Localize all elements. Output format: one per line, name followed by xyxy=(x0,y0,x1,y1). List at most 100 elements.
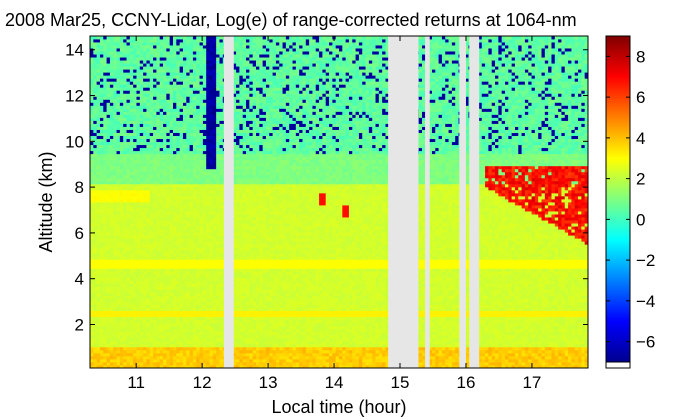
heatmap-cell xyxy=(136,144,141,149)
heatmap-cell xyxy=(173,328,177,333)
heatmap-cell xyxy=(236,364,240,369)
heatmap-cell xyxy=(159,274,164,278)
heatmap-cell xyxy=(163,141,167,146)
heatmap-cell xyxy=(202,51,207,55)
heatmap-cell xyxy=(212,135,217,140)
heatmap-cell xyxy=(156,39,161,43)
heatmap-cell xyxy=(219,75,224,79)
heatmap-cell xyxy=(199,96,204,100)
heatmap-cell xyxy=(93,298,98,302)
heatmap-cell xyxy=(192,277,197,281)
heatmap-cell xyxy=(116,211,121,215)
heatmap-cell xyxy=(206,301,210,306)
heatmap-cell xyxy=(119,102,124,106)
heatmap-cell xyxy=(236,162,240,167)
heatmap-cell xyxy=(126,289,131,293)
heatmap-cell xyxy=(103,253,107,257)
heatmap-cell xyxy=(192,186,197,191)
heatmap-cell xyxy=(156,63,161,67)
heatmap-cell xyxy=(166,349,171,354)
heatmap-cell xyxy=(99,81,104,85)
heatmap-cell xyxy=(199,289,204,293)
heatmap-cell xyxy=(139,123,144,127)
heatmap-cell xyxy=(143,274,147,278)
heatmap-cell xyxy=(153,66,157,70)
heatmap-cell xyxy=(236,120,240,124)
heatmap-cell xyxy=(123,208,127,212)
heatmap-cell xyxy=(166,195,171,200)
heatmap-cell xyxy=(216,69,220,73)
heatmap-cell xyxy=(186,63,190,67)
heatmap-cell xyxy=(206,223,210,227)
heatmap-cell xyxy=(173,307,177,312)
heatmap-cell xyxy=(176,349,181,354)
heatmap-cell xyxy=(176,331,181,336)
heatmap-cell xyxy=(163,87,167,91)
heatmap-cell xyxy=(176,340,181,345)
heatmap-cell xyxy=(182,39,187,43)
heatmap-cell xyxy=(186,328,190,333)
heatmap-cell xyxy=(176,51,181,55)
heatmap-cell xyxy=(133,51,137,55)
heatmap-cell xyxy=(113,54,117,58)
heatmap-cell xyxy=(212,208,217,212)
heatmap-cell xyxy=(232,153,237,158)
heatmap-cell xyxy=(119,217,124,221)
heatmap-cell xyxy=(159,36,164,40)
heatmap-cell xyxy=(129,277,134,281)
heatmap-cell xyxy=(182,217,187,221)
heatmap-cell xyxy=(192,214,197,218)
heatmap-cell xyxy=(159,325,164,330)
heatmap-cell xyxy=(103,198,107,203)
heatmap-cell xyxy=(90,241,94,245)
heatmap-cell xyxy=(202,126,207,130)
heatmap-cell xyxy=(186,232,190,236)
heatmap-cell xyxy=(103,301,107,306)
heatmap-cell xyxy=(133,180,137,185)
heatmap-cell xyxy=(182,48,187,52)
heatmap-cell xyxy=(99,156,104,161)
heatmap-cell xyxy=(179,189,184,194)
heatmap-cell xyxy=(139,241,144,245)
heatmap-cell xyxy=(206,259,210,263)
heatmap-cell xyxy=(153,217,157,221)
heatmap-cell xyxy=(216,358,220,363)
heatmap-cell xyxy=(133,198,137,203)
heatmap-cell xyxy=(109,256,114,260)
heatmap-cell xyxy=(123,171,127,176)
heatmap-cell xyxy=(212,150,217,155)
heatmap-cell xyxy=(176,259,181,263)
heatmap-cell xyxy=(179,93,184,97)
heatmap-cell xyxy=(123,238,127,242)
heatmap-cell xyxy=(159,208,164,212)
heatmap-cell xyxy=(116,301,121,306)
heatmap-cell xyxy=(96,144,101,149)
heatmap-cell xyxy=(166,208,171,212)
heatmap-cell xyxy=(99,165,104,170)
heatmap-cell xyxy=(149,192,154,197)
heatmap-cell xyxy=(206,310,210,315)
heatmap-cell xyxy=(156,259,161,263)
heatmap-cell xyxy=(129,346,134,351)
heatmap-cell xyxy=(216,96,220,100)
heatmap-cell xyxy=(113,123,117,127)
heatmap-cell xyxy=(106,102,111,106)
heatmap-cell xyxy=(129,165,134,170)
heatmap-cell xyxy=(139,289,144,293)
heatmap-cell xyxy=(196,126,200,130)
heatmap-cell xyxy=(126,144,131,149)
heatmap-cell xyxy=(133,162,137,167)
heatmap-cell xyxy=(113,334,117,339)
heatmap-cell xyxy=(93,256,98,260)
heatmap-cell xyxy=(139,295,144,299)
heatmap-cell xyxy=(212,174,217,179)
heatmap-cell xyxy=(206,87,210,91)
heatmap-cell xyxy=(136,358,141,363)
heatmap-cell xyxy=(199,292,204,296)
heatmap-cell xyxy=(236,171,240,176)
heatmap-cell xyxy=(216,120,220,124)
heatmap-cell xyxy=(179,39,184,43)
heatmap-cell xyxy=(116,304,121,309)
heatmap-cell xyxy=(196,183,200,188)
heatmap-cell xyxy=(139,144,144,149)
